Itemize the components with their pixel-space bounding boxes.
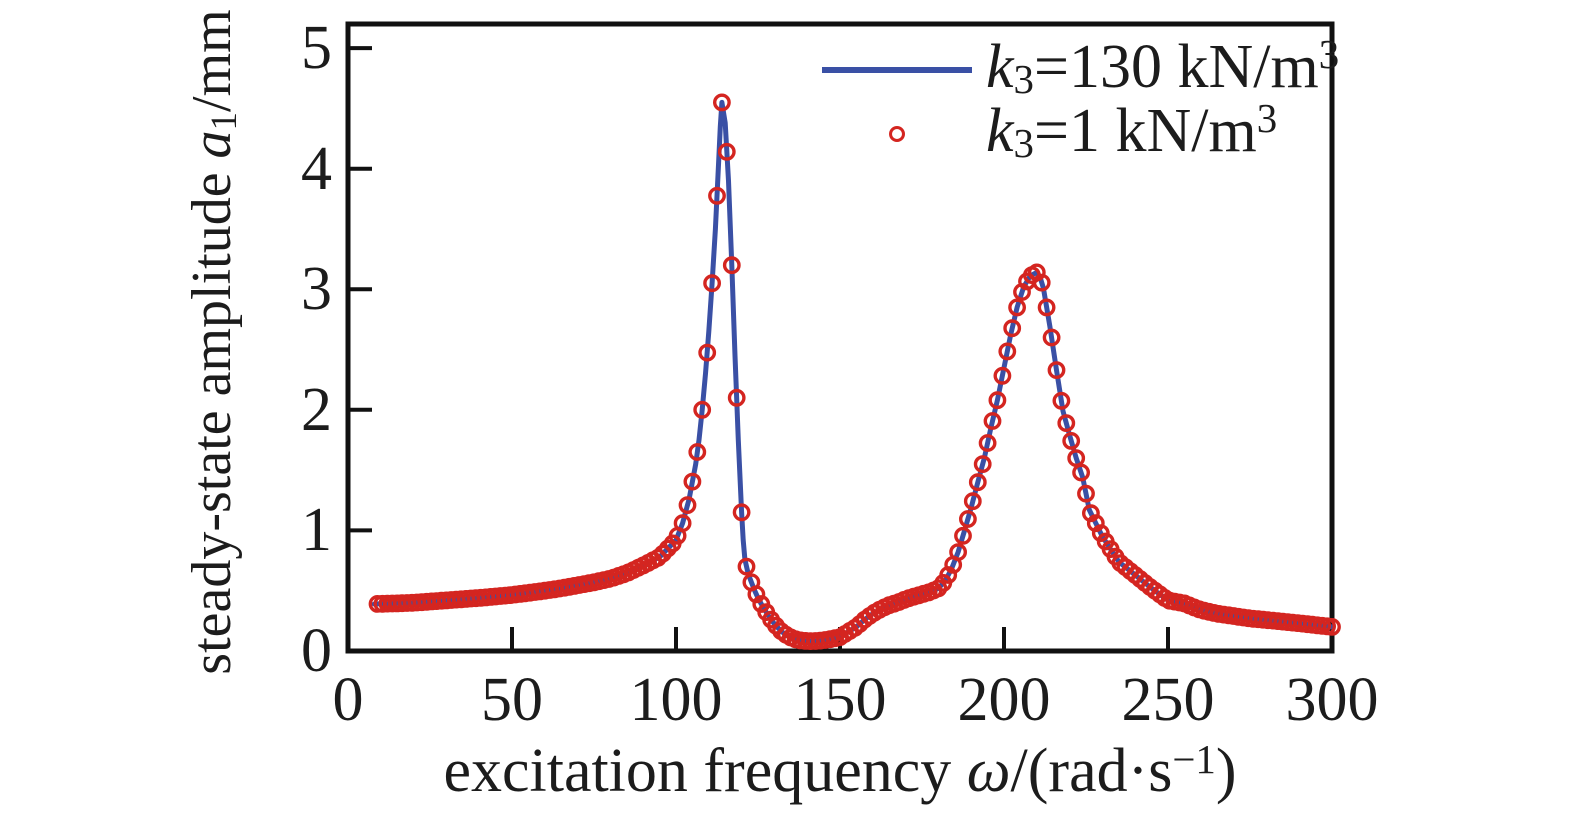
x-tick-label: 200 [957, 666, 1051, 734]
data-point-marker [1042, 328, 1061, 347]
y-axis-subscript: 1 [202, 111, 244, 131]
plot-border [345, 21, 1335, 654]
data-point-marker [978, 434, 997, 452]
x-axis-label-text: excitation frequency [443, 737, 967, 805]
y-tick-label: 2 [301, 375, 332, 444]
data-point-marker [732, 503, 751, 522]
data-point-marker [717, 142, 736, 161]
legend-value-text: =130 kN/m [1033, 32, 1319, 101]
y-axis-unit: /mm [181, 9, 243, 112]
y-axis-label: steady-state amplitude a1/mm [180, 9, 244, 674]
legend-k-subscript: 3 [1013, 120, 1034, 166]
data-point-marker [954, 526, 972, 545]
data-point-marker [973, 455, 992, 473]
x-axis-superscript: −1 [1172, 736, 1216, 782]
data-point-marker [1077, 484, 1095, 503]
data-point-marker [963, 492, 982, 511]
legend-marker-sample [818, 126, 976, 142]
data-point-marker [688, 443, 707, 461]
x-tick-label: 300 [1285, 666, 1379, 734]
data-point-marker [698, 343, 717, 362]
series-markers-k3-1 [368, 93, 1341, 650]
data-point-marker [968, 473, 987, 492]
legend-item-k3-1: k3=1 kN/m3 [818, 96, 1339, 166]
legend-label: k3=1 kN/m3 [986, 96, 1278, 170]
data-point-marker [747, 585, 766, 604]
x-tick-label: 250 [1121, 666, 1215, 734]
data-point-marker [693, 400, 712, 419]
series-line-k3-130 [371, 99, 1335, 644]
legend: k3=130 kN/m3 k3=1 kN/m3 [818, 32, 1339, 166]
legend-k-symbol: k [986, 32, 1014, 101]
x-tick-label: 0 [332, 666, 364, 734]
y-axis-label-text: steady-state amplitude [181, 158, 243, 675]
data-point-marker [713, 93, 731, 112]
data-point-marker [983, 412, 1002, 430]
x-axis-unit-close: ) [1215, 737, 1237, 805]
data-point-marker [722, 256, 741, 275]
legend-k-symbol: k [986, 96, 1014, 165]
x-tick-label: 150 [793, 666, 887, 734]
y-axis-symbol: a [181, 130, 243, 159]
y-tick-label: 0 [301, 617, 332, 685]
data-point-marker [683, 472, 702, 491]
legend-value-text: =1 kN/m [1033, 96, 1257, 165]
legend-line-sample [818, 67, 976, 73]
data-point-marker [1062, 431, 1081, 450]
data-point-marker [1057, 414, 1076, 432]
y-tick-label: 5 [301, 14, 332, 83]
data-point-marker [959, 510, 977, 528]
open-circle-swatch [889, 126, 905, 142]
data-point-marker [727, 388, 746, 407]
data-point-marker [678, 496, 697, 514]
x-tick-label: 50 [481, 666, 543, 734]
legend-unit-superscript: 3 [1256, 96, 1278, 142]
data-point-marker [1037, 298, 1056, 317]
data-point-marker [1032, 273, 1051, 292]
data-point-marker [708, 186, 726, 205]
data-point-marker [673, 514, 692, 533]
x-axis-label: excitation frequency ω/(rad·s−1) [443, 736, 1236, 807]
y-tick-label: 4 [301, 134, 332, 203]
y-tick-label: 1 [301, 496, 332, 565]
x-axis-unit: /(rad·s [1010, 737, 1173, 805]
data-point-marker [1008, 298, 1026, 317]
data-point-marker [998, 342, 1017, 361]
data-point-marker [737, 557, 756, 576]
legend-label: k3=130 kN/m3 [986, 32, 1340, 106]
x-tick-label: 100 [629, 666, 723, 734]
legend-item-k3-130: k3=130 kN/m3 [818, 32, 1339, 102]
blue-line-swatch [822, 67, 972, 73]
data-point-marker [993, 366, 1012, 385]
data-point-marker [949, 543, 967, 561]
y-tick-label: 3 [301, 255, 332, 324]
data-point-marker [1047, 361, 1066, 379]
legend-k-subscript: 3 [1013, 56, 1034, 102]
legend-unit-superscript: 3 [1318, 32, 1340, 78]
x-axis-symbol: ω [966, 737, 1011, 805]
data-point-marker [1323, 618, 1341, 636]
data-point-marker [1072, 463, 1091, 482]
data-point-marker [988, 391, 1007, 410]
data-point-marker [1003, 319, 1022, 338]
data-point-marker [1052, 391, 1071, 410]
data-point-marker [703, 274, 721, 293]
